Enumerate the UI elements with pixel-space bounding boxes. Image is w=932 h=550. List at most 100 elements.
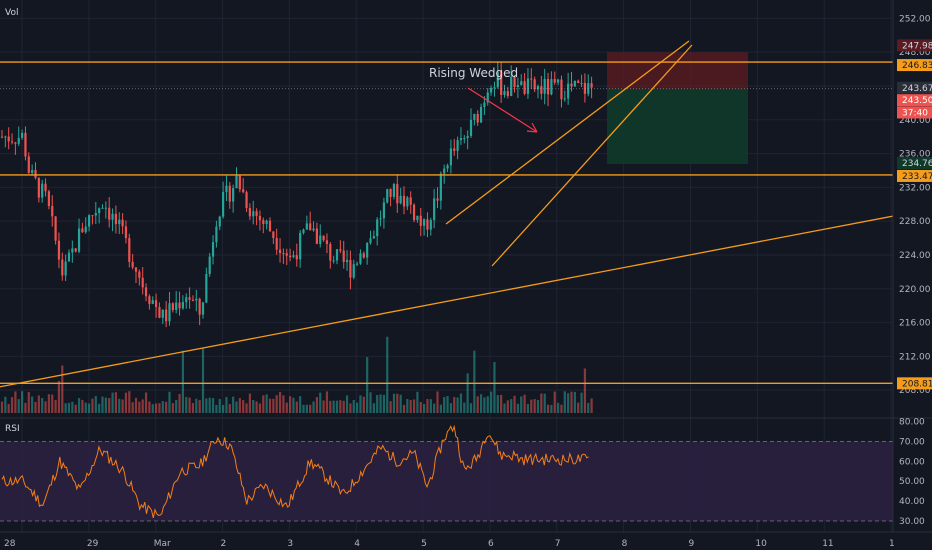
price-label-p233_47: 233.47 <box>902 172 932 182</box>
candle-body <box>198 298 201 315</box>
volume-bar <box>195 398 198 413</box>
candle-body <box>101 207 104 209</box>
candle-body <box>369 238 372 243</box>
candle-body <box>208 256 211 275</box>
volume-bar <box>496 395 499 413</box>
volume-bar <box>144 392 148 413</box>
rsi-tick-label: 40.00 <box>899 497 925 507</box>
candle-body <box>335 249 339 261</box>
rsi-tick-label: 60.00 <box>899 457 925 467</box>
candle-body <box>426 219 429 230</box>
volume-bar <box>389 401 392 413</box>
rsi-line <box>1 424 589 519</box>
date-tick-label: 4 <box>354 539 360 549</box>
candle-body <box>74 248 77 252</box>
volume-bar <box>205 398 208 413</box>
candle-body <box>34 169 37 178</box>
volume-bar <box>436 391 439 413</box>
candle-body <box>292 255 295 258</box>
candle-body <box>359 253 362 264</box>
candle-body <box>111 213 114 220</box>
candle-body <box>406 197 409 207</box>
volume-bar <box>168 391 171 413</box>
candle-body <box>402 195 406 207</box>
candle-body <box>399 195 402 204</box>
volume-bar <box>285 402 288 413</box>
volume-bar <box>530 399 533 413</box>
volume-bar <box>161 401 164 413</box>
candle-body <box>590 83 593 88</box>
volume-bar <box>476 396 479 413</box>
volume-bar <box>292 397 295 413</box>
candle-body <box>516 85 519 87</box>
volume-bar <box>268 398 272 413</box>
candle-body <box>560 79 563 100</box>
volume-bar <box>503 403 506 413</box>
volume-bar <box>275 395 278 413</box>
candle-body <box>416 215 419 221</box>
volume-bar <box>108 398 111 413</box>
rsi-tick-label: 70.00 <box>899 437 925 447</box>
candle-body <box>412 204 416 221</box>
volume-bar <box>148 401 151 413</box>
candle-body <box>503 91 506 95</box>
volume-bar <box>175 400 178 413</box>
volume-bar <box>577 402 580 413</box>
volume-bar <box>114 392 117 413</box>
volume-bar <box>396 393 399 413</box>
candle-body <box>289 255 292 258</box>
candle-body <box>456 140 459 151</box>
candle-body <box>493 87 496 89</box>
candle-body <box>64 261 67 276</box>
candle-body <box>27 156 30 173</box>
candle-body <box>4 136 7 138</box>
candle-body <box>168 303 171 322</box>
volume-bar <box>131 402 134 413</box>
candle-body <box>21 132 24 138</box>
volume-bar <box>198 400 201 413</box>
candle-body <box>523 81 526 94</box>
candle-body <box>550 79 553 95</box>
candle-body <box>17 137 20 144</box>
volume-bar <box>329 400 332 413</box>
volume-bar <box>342 400 345 413</box>
volume-bar <box>546 404 550 413</box>
volume-bar <box>345 395 349 413</box>
candle-body <box>94 212 97 216</box>
volume-bar <box>339 400 342 413</box>
volume-bar <box>21 391 24 413</box>
price-tick-label: 212.00 <box>899 352 931 362</box>
volume-bar <box>356 402 359 413</box>
price-tick-label: 236.00 <box>899 150 931 160</box>
volume-bar <box>272 398 275 413</box>
volume-bar <box>456 397 459 413</box>
candle-body <box>141 277 144 288</box>
volume-bar <box>101 396 104 413</box>
price-tick-label: 216.00 <box>899 319 931 329</box>
candle-body <box>282 253 285 255</box>
candle-body <box>245 192 248 209</box>
candle-body <box>114 213 117 225</box>
price-label-p246_83: 246.83 <box>902 61 932 71</box>
volume-bar <box>134 397 138 413</box>
volume-bar <box>124 392 128 413</box>
volume-bar <box>158 403 161 413</box>
candle-body <box>540 86 543 94</box>
volume-bar <box>443 397 446 413</box>
volume-bar <box>67 402 71 413</box>
candle-body <box>0 136 4 138</box>
volume-bar <box>570 391 573 413</box>
candle-body <box>356 263 359 265</box>
price-label-p243_67: 243.67 <box>902 84 932 94</box>
candle-body <box>295 255 298 260</box>
volume-bar <box>44 401 47 413</box>
candle-body <box>520 81 523 86</box>
volume-bar <box>536 400 540 413</box>
candle-body <box>258 215 262 221</box>
volume-bar <box>262 395 265 413</box>
volume-bar <box>111 392 114 413</box>
volume-bar <box>41 398 44 413</box>
candle-body <box>299 232 302 260</box>
volume-bar <box>483 397 486 413</box>
